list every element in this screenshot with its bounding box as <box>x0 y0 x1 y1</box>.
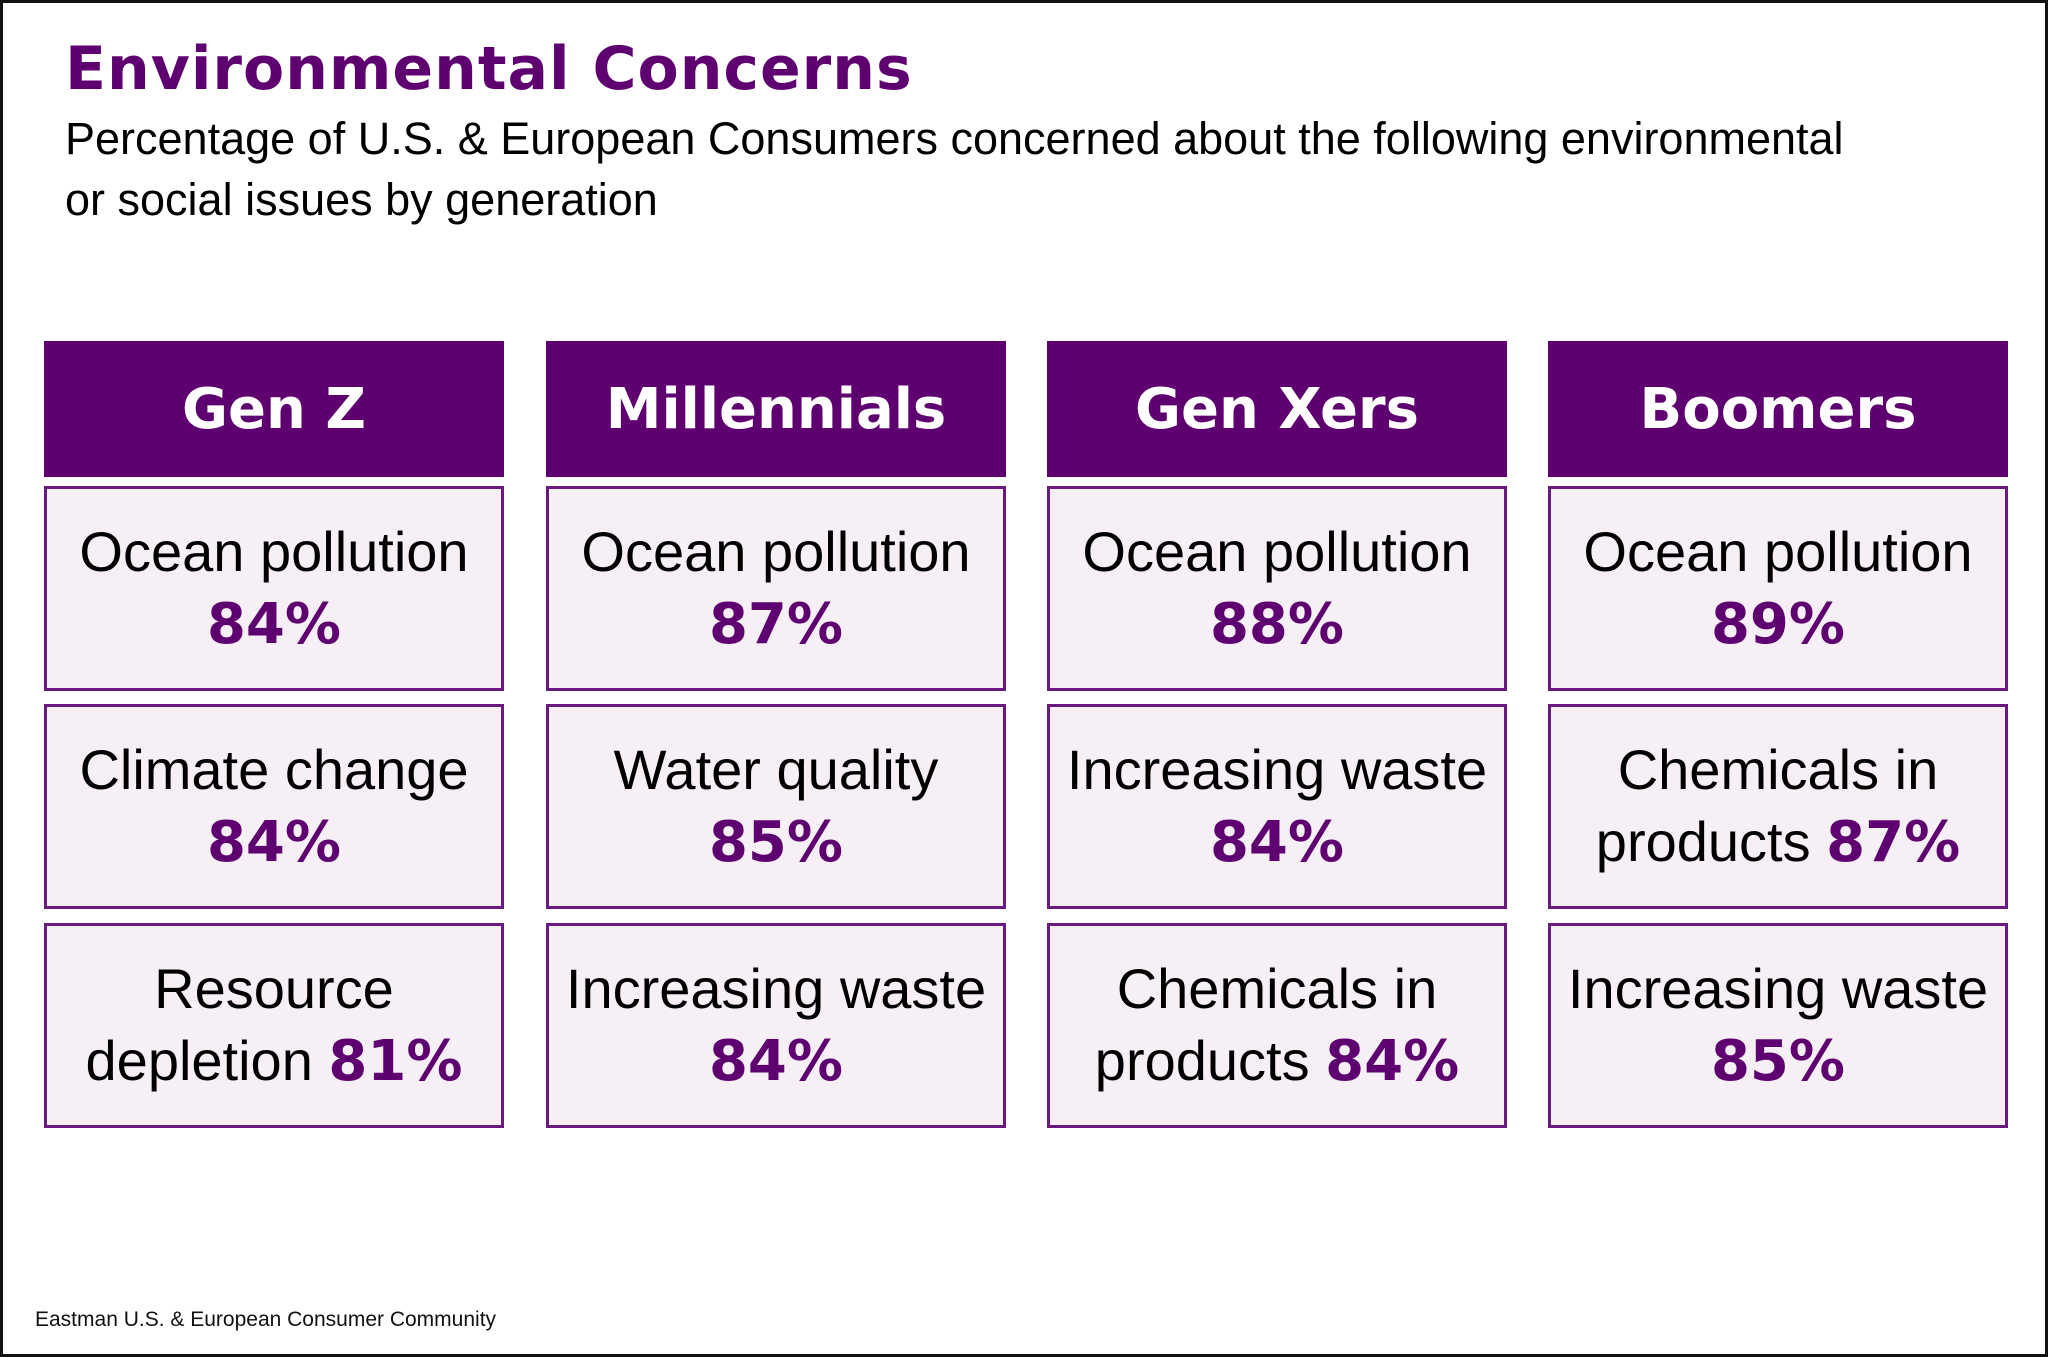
generation-column: Gen Z Ocean pollution 84% Climate change 8… <box>44 341 504 1128</box>
concern-label: Increasing waste <box>1567 957 1989 1020</box>
concern-cell: Ocean pollution 89% <box>1548 486 2008 691</box>
source-footer: Eastman U.S. & European Consumer Communi… <box>35 1308 497 1331</box>
concern-cell: Increasing waste 84% <box>1047 704 1507 909</box>
generation-column: Gen Xers Ocean pollution 88% Increasing wa… <box>1047 341 1507 1128</box>
page-subtitle: Percentage of U.S. & European Consumers … <box>65 113 1844 225</box>
concern-label: Ocean pollution <box>79 520 469 583</box>
concern-label: Water quality <box>613 738 939 801</box>
concern-cell: Resource depletion 81% <box>44 923 504 1128</box>
concern-percentage: 89% <box>1710 592 1846 657</box>
concern-percentage: 85% <box>708 810 844 875</box>
generation-column: Millennials Ocean pollution 87% Water qual… <box>546 341 1006 1128</box>
concern-label: Ocean pollution <box>581 520 971 583</box>
concern-cell: Ocean pollution 87% <box>546 486 1006 691</box>
concern-percentage: 84% <box>708 1029 844 1094</box>
concern-cell: Increasing waste 84% <box>546 923 1006 1128</box>
concern-percentage: 87% <box>1826 810 1961 875</box>
column-header: Boomers <box>1548 341 2008 477</box>
generation-column: Boomers Ocean pollution 89% Chemicals in p… <box>1548 341 2008 1128</box>
concern-percentage: 85% <box>1710 1029 1846 1094</box>
concern-cell: Ocean pollution 84% <box>44 486 504 691</box>
concern-label: Resource depletion <box>85 957 394 1092</box>
concern-label: Increasing waste <box>565 957 987 1020</box>
page-title: Environmental Concerns <box>65 34 913 104</box>
concern-percentage: 84% <box>206 592 342 657</box>
concern-label: Chemicals in products <box>1595 738 1939 873</box>
concern-percentage: 88% <box>1209 592 1345 657</box>
concern-label: Climate change <box>79 738 469 801</box>
concern-cell: Ocean pollution 88% <box>1047 486 1507 691</box>
column-header: Millennials <box>546 341 1006 477</box>
concern-label: Ocean pollution <box>1082 520 1472 583</box>
concern-cell: Climate change 84% <box>44 704 504 909</box>
concern-label: Chemicals in products <box>1094 957 1438 1092</box>
concern-label: Increasing waste <box>1066 738 1488 801</box>
concern-percentage: 81% <box>328 1029 463 1094</box>
concern-percentage: 87% <box>708 592 844 657</box>
concern-percentage: 84% <box>1325 1029 1460 1094</box>
concern-cell: Chemicals in products 84% <box>1047 923 1507 1128</box>
concern-percentage: 84% <box>206 810 342 875</box>
concern-percentage: 84% <box>1209 810 1345 875</box>
concern-label: Ocean pollution <box>1583 520 1973 583</box>
concern-cell: Increasing waste 85% <box>1548 923 2008 1128</box>
column-header: Gen Xers <box>1047 341 1507 477</box>
concern-cell: Water quality 85% <box>546 704 1006 909</box>
column-header: Gen Z <box>44 341 504 477</box>
concern-cell: Chemicals in products 87% <box>1548 704 2008 909</box>
